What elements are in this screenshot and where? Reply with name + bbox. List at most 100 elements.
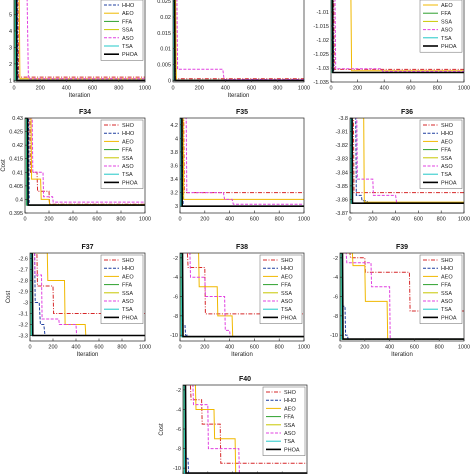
axes-frame [24,117,146,214]
x-tick-label: 1000 [139,217,151,223]
y-tick-label: -6 [333,295,338,301]
series-line-aeo [350,0,464,72]
panel-title: F38 [236,244,248,251]
y-axis-label: Cost [1,159,7,172]
x-tick-label: 400 [391,217,400,223]
x-tick-label: 600 [88,86,97,92]
y-axis-label: Cost [159,423,165,436]
legend-label-sho: SHO [441,123,454,129]
y-tick-label: -1.03 [316,66,329,72]
y-tick-label: -3.8 [339,116,348,122]
legend: SHO HHO AEO FFA SSA ASO TSA PHOA [419,119,463,189]
series-group [30,253,145,337]
y-tick-label: -3.2 [19,323,28,329]
y-tick-label: 3.8 [170,150,178,156]
legend-label-ssa: SSA [122,28,133,34]
panel-8: 0 200 400 600 800 1000 -2 -4 -6 -8 -10 F38 Iteration… [170,244,310,358]
y-tick-label: -1.02 [316,38,329,44]
series-line-phoa [25,118,145,206]
y-tick-label: 0.42 [12,143,23,149]
legend-label-hho: HHO [284,398,297,404]
x-tick-label: 600 [410,345,419,351]
y-tick-label: 0.4 [15,197,23,203]
legend-label-ffa: FFA [284,415,294,421]
y-tick-label: -1.025 [313,52,329,58]
x-tick-label: 200 [44,217,53,223]
legend-label-sho: SHO [284,390,297,396]
panel-title: F40 [239,376,251,383]
y-tick-label: -2 [176,388,181,394]
panel-title: F39 [396,244,408,251]
legend-label-aeo: AEO [284,406,296,412]
series-line-sho [180,118,304,194]
y-tick-label: 0.425 [9,130,23,136]
y-tick-label: -3.85 [335,184,348,190]
legend-label-tsa: TSA [284,439,295,445]
x-tick-label: 800 [275,217,284,223]
legend-label-aeo: AEO [441,139,453,145]
y-tick-label: 0.415 [9,157,23,163]
axes-frame [182,384,308,474]
legend-label-ffa: FFA [281,283,291,289]
legend-label-hho: HHO [281,266,294,272]
series-line-aso [180,253,304,338]
series-group [14,0,145,82]
plot-area [173,0,304,82]
series-line-sho [350,118,464,194]
panel-6: 0 200 400 600 800 1000 -3.8 -3.81 -3.82 -3.83 -3.8… [335,109,470,223]
legend-label-ssa: SSA [441,19,452,25]
x-tick-label: 600 [250,217,259,223]
series-line-sho [180,253,304,315]
x-tick-label: 600 [247,86,256,92]
panel-9: 0 200 400 600 800 1000 -2 -4 -6 -8 -10 F39 Iteration… [330,244,470,358]
legend-label-ssa: SSA [281,291,292,297]
y-axis-label: Cost [6,291,12,304]
series-group [180,253,304,338]
legend-label-aeo: AEO [441,274,453,280]
series-line-sho [183,385,307,464]
legend-label-hho: HHO [122,3,135,9]
legend-label-ffa: FFA [441,148,451,154]
legend-label-ffa: FFA [122,148,132,154]
x-tick-label: 1000 [458,217,470,223]
legend: SHO HHO AEO FFA SSA ASO TSA PHOA [262,386,306,456]
y-tick-label: -2.9 [19,290,28,296]
x-tick-label: 1000 [298,345,310,351]
x-tick-label: 400 [380,86,389,92]
panel-4: 0 200 400 600 800 1000 0.395 0.4 0.405 0.41 0.415 0… [1,109,151,223]
x-tick-label: 1000 [298,86,310,92]
axes-frame [29,252,146,342]
x-tick-label: 600 [414,217,423,223]
legend-label-ffa: FFA [441,283,451,289]
y-tick-label: -10 [173,466,181,472]
series-line-aeo [340,253,464,340]
legend-label-ffa: FFA [441,11,451,17]
x-axis-label: Iteration [77,352,99,358]
y-tick-label: -3.82 [335,143,348,149]
legend-label-tsa: TSA [441,36,452,42]
y-tick-label: -10 [170,333,178,339]
y-tick-label: 0 [168,78,171,84]
x-tick-label: 1000 [458,86,470,92]
legend-label-phoa: PHOA [284,447,300,453]
series-line-aso [183,385,307,474]
legend: SHO HHO AEO FFA SSA ASO TSA PHOA [259,254,303,324]
series-line-phoa [340,253,464,340]
series-line-aso [340,253,464,340]
legend-label-ffa: FFA [122,19,132,25]
series-group [331,0,464,74]
y-tick-label: 3.2 [170,191,178,197]
legend-label-aso: ASO [284,431,296,437]
panel-1: 0200400600800100012345IterationCostHHOAE… [9,0,151,99]
x-tick-label: 600 [250,345,259,351]
x-tick-label: 1000 [139,86,151,92]
y-tick-label: -3.3 [19,334,28,340]
legend-label-ssa: SSA [122,291,133,297]
legend-label-tsa: TSA [281,307,292,313]
legend-label-phoa: PHOA [122,52,138,58]
series-line-aso [334,0,464,72]
panel-7: 0 200 400 600 800 1000 -2.6 -2.7 -2.8 -2.9 -3 -3.1 -… [6,244,151,358]
y-tick-label: -2.8 [19,279,28,285]
series-line-sho [17,0,145,78]
x-tick-label: 400 [225,217,234,223]
